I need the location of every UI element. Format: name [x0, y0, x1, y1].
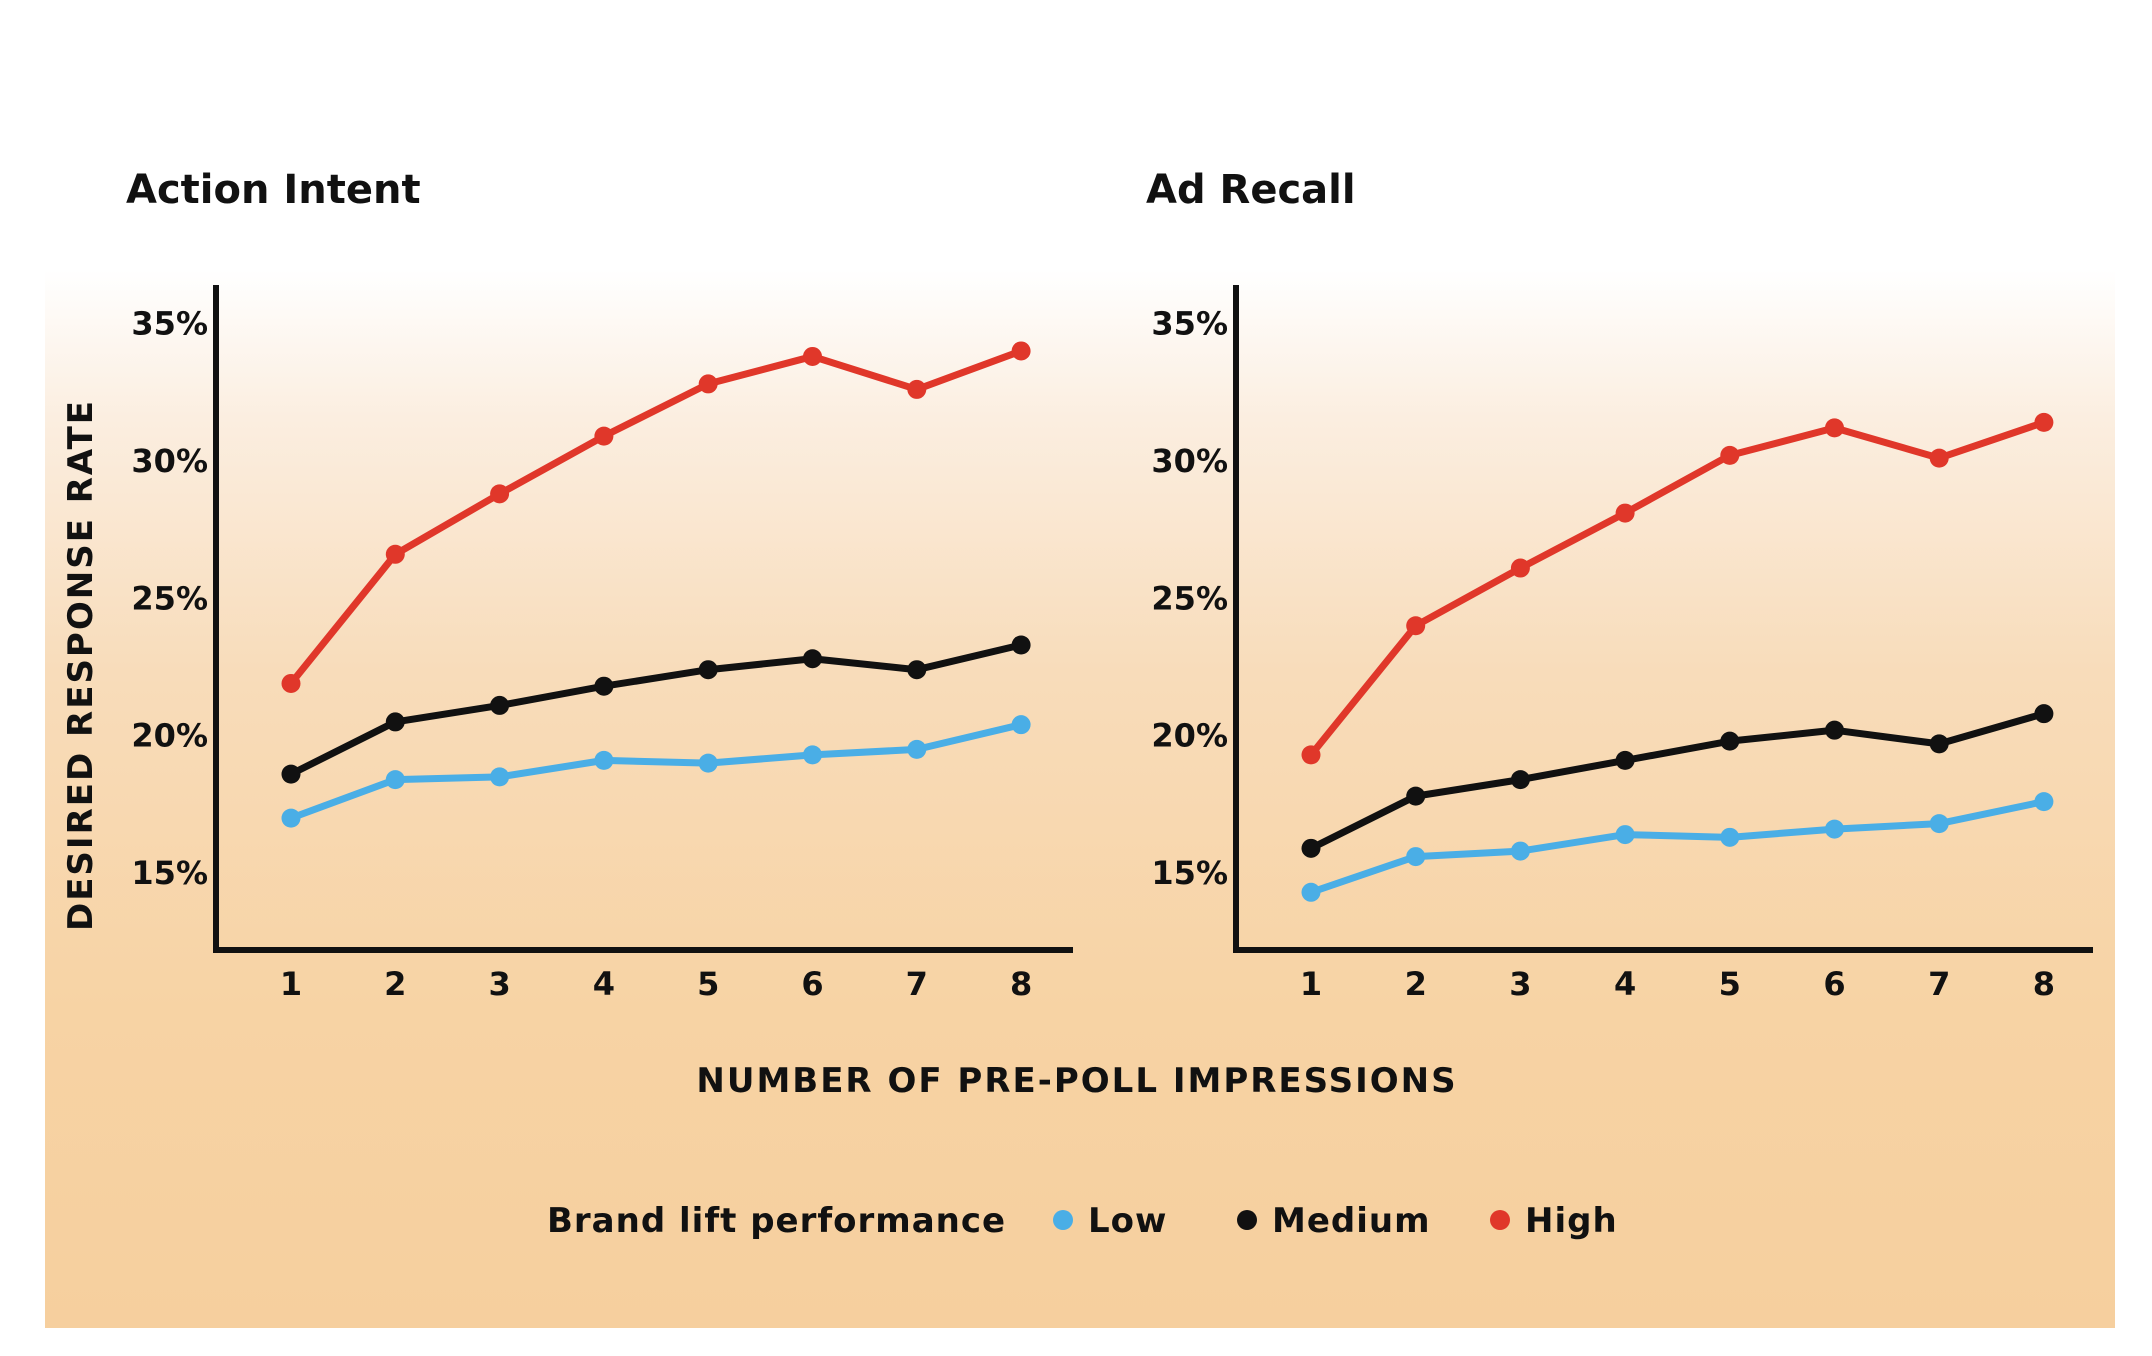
data-point-low: [2034, 792, 2054, 812]
data-point-high: [1301, 745, 1321, 765]
y-tick-label: 35%: [131, 304, 208, 342]
legend-label-high: High: [1525, 1201, 1618, 1241]
data-point-low: [281, 808, 301, 828]
x-tick-label: 7: [906, 965, 928, 1003]
data-point-low: [1929, 814, 1949, 834]
data-point-low: [1011, 715, 1031, 735]
x-tick-label: 4: [1614, 965, 1636, 1003]
data-point-medium: [1825, 720, 1844, 740]
x-tick-label: 5: [697, 965, 719, 1003]
data-point-high: [803, 346, 822, 366]
data-point-high: [907, 379, 927, 399]
x-tick-label: 1: [280, 965, 302, 1003]
y-tick-label: 35%: [1151, 304, 1228, 342]
x-tick-label: 3: [488, 965, 510, 1003]
x-tick-label: 1: [1300, 965, 1322, 1003]
data-point-low: [1615, 825, 1635, 845]
x-tick-label: 8: [2033, 965, 2055, 1003]
legend-marker-low: [1053, 1210, 1073, 1230]
data-point-medium: [907, 660, 927, 680]
x-tick-label: 2: [1405, 965, 1427, 1003]
data-point-low: [1406, 847, 1426, 867]
x-tick-label: 2: [384, 965, 406, 1003]
data-point-low: [803, 745, 822, 765]
data-point-low: [1825, 819, 1844, 839]
data-point-high: [1615, 503, 1635, 523]
series-line-low: [287, 721, 1025, 822]
data-point-medium: [1510, 770, 1530, 790]
legend-title: Brand lift performance: [547, 1201, 1006, 1241]
chart-panel-0: Action Intent 15% 20% 25% 30% 35% 1 2 3 4 5 6 7 8: [126, 167, 1073, 1003]
y-tick-label: 30%: [131, 442, 208, 480]
legend: Brand lift performance Low Medium High: [547, 1201, 1618, 1241]
x-tick-label: 6: [801, 965, 823, 1003]
legend-marker-high: [1490, 1210, 1510, 1230]
data-point-high: [1825, 418, 1844, 438]
x-tick-label: 3: [1509, 965, 1531, 1003]
series-line-medium: [1307, 710, 2048, 852]
data-point-medium: [594, 676, 614, 696]
y-axis-title: DESIRED RESPONSE RATE: [61, 399, 101, 931]
data-point-high: [594, 426, 614, 446]
data-point-high: [1510, 558, 1530, 578]
data-point-medium: [2034, 704, 2054, 724]
data-point-low: [1720, 827, 1740, 847]
data-point-high: [698, 374, 718, 394]
series-line-high: [287, 347, 1025, 687]
y-tick-label: 20%: [131, 717, 208, 755]
data-point-high: [1929, 448, 1949, 468]
data-point-high: [385, 544, 405, 564]
legend-marker-medium: [1237, 1210, 1257, 1230]
data-point-low: [594, 750, 614, 770]
data-point-high: [281, 673, 301, 693]
data-point-medium: [490, 695, 510, 715]
series-line-high: [1307, 418, 2048, 759]
y-tick-label: 25%: [131, 579, 208, 617]
data-point-medium: [1406, 786, 1426, 806]
x-tick-label: 4: [593, 965, 615, 1003]
axis-lines: [213, 285, 1073, 953]
data-point-high: [1720, 445, 1740, 465]
data-point-medium: [1720, 731, 1740, 751]
data-point-medium: [281, 764, 301, 784]
legend-label-low: Low: [1088, 1201, 1167, 1241]
data-point-medium: [385, 712, 405, 732]
y-tick-label: 25%: [1151, 579, 1228, 617]
data-point-medium: [1929, 734, 1949, 754]
y-tick-label: 30%: [1151, 442, 1228, 480]
data-point-high: [2034, 412, 2054, 432]
legend-label-medium: Medium: [1272, 1201, 1431, 1241]
x-tick-label: 6: [1823, 965, 1845, 1003]
data-point-high: [490, 484, 510, 504]
x-axis-title: NUMBER OF PRE-POLL IMPRESSIONS: [696, 1061, 1457, 1101]
axis-lines: [1233, 285, 2093, 953]
data-point-low: [698, 753, 718, 773]
x-tick-label: 5: [1719, 965, 1741, 1003]
series-line-low: [1307, 798, 2048, 896]
data-point-low: [490, 767, 510, 787]
chart-title: Ad Recall: [1146, 167, 1356, 213]
data-point-medium: [1615, 750, 1635, 770]
chart-panel-1: Ad Recall 15% 20% 25% 30% 35% 1 2 3 4 5 6 7 8: [1146, 167, 2093, 1003]
data-point-medium: [1011, 635, 1031, 655]
data-point-high: [1406, 616, 1426, 636]
chart-title: Action Intent: [126, 167, 421, 213]
y-tick-label: 20%: [1151, 717, 1228, 755]
x-tick-label: 7: [1928, 965, 1950, 1003]
x-tick-label: 8: [1010, 965, 1032, 1003]
data-point-medium: [1301, 838, 1321, 858]
data-point-medium: [803, 649, 822, 669]
data-point-low: [385, 770, 405, 790]
y-tick-label: 15%: [131, 854, 208, 892]
series-line-medium: [287, 641, 1025, 778]
data-point-medium: [698, 660, 718, 680]
y-tick-label: 15%: [1151, 854, 1228, 892]
data-point-low: [1510, 841, 1530, 861]
data-point-high: [1011, 341, 1031, 361]
data-point-low: [907, 739, 927, 759]
data-point-low: [1301, 882, 1321, 902]
